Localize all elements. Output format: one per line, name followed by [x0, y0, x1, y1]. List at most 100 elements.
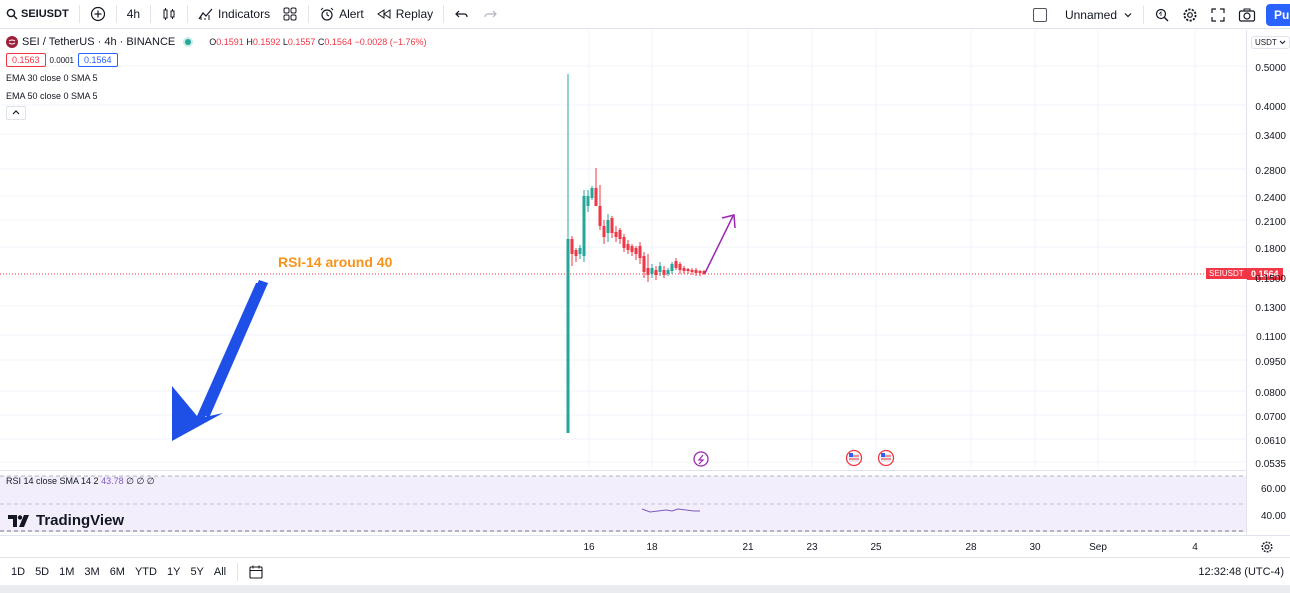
projection-arrow[interactable]	[704, 215, 734, 274]
range-button-6m[interactable]: 6M	[109, 565, 125, 578]
buy-sell-boxes: 0.1563 0.0001 0.1564	[6, 53, 427, 67]
range-button-1m[interactable]: 1M	[59, 565, 75, 578]
us-economic-event-icon[interactable]	[877, 449, 895, 467]
range-button-ytd[interactable]: YTD	[134, 565, 157, 578]
candle-body	[574, 250, 578, 256]
clock[interactable]: 12:32:48 (UTC-4)	[1198, 566, 1284, 578]
range-button-5y[interactable]: 5Y	[190, 565, 204, 578]
dividend-event-icon[interactable]	[693, 451, 709, 467]
candle-body	[582, 196, 586, 256]
candle-body	[566, 239, 570, 433]
candle-body	[578, 248, 582, 254]
interval-button[interactable]: 4h	[121, 0, 146, 29]
snapshot-button[interactable]	[1232, 0, 1262, 29]
price-axis-label: 0.0610	[1255, 436, 1286, 447]
divider	[150, 5, 152, 23]
time-axis-label: 25	[870, 542, 882, 553]
buy-price-button[interactable]: 0.1564	[78, 53, 118, 67]
price-axis-label: 0.2400	[1255, 193, 1286, 204]
price-axis-label: 0.5000	[1255, 63, 1286, 74]
symbol-search[interactable]: SEIUSDT	[0, 0, 75, 29]
divider	[78, 5, 80, 23]
candle-body	[674, 261, 678, 268]
ema-30-legend[interactable]: EMA 30 close 0 SMA 5	[6, 73, 98, 83]
main-chart-pane[interactable]: SEI / TetherUS · 4h · BINANCE O0.1591 H0…	[0, 30, 1246, 468]
layout-checkbox[interactable]	[1032, 7, 1047, 22]
alert-button[interactable]: Alert	[313, 0, 370, 29]
ema-50-legend[interactable]: EMA 50 close 0 SMA 5	[6, 91, 98, 101]
price-axis[interactable]: USDT SEIUSDT 0.1564 60.00 40.00 0.5000 0.…	[1206, 30, 1290, 535]
chart-legend: SEI / TetherUS · 4h · BINANCE O0.1591 H0…	[6, 36, 427, 120]
range-button-1y[interactable]: 1Y	[166, 565, 181, 578]
current-price-label: 0.1564	[1247, 268, 1283, 280]
goto-date-button[interactable]	[242, 557, 270, 586]
range-button-all[interactable]: All	[213, 565, 227, 578]
range-button-1d[interactable]: 1D	[11, 565, 26, 578]
calendar-icon	[249, 565, 263, 579]
settings-button[interactable]	[1176, 0, 1204, 29]
divider	[237, 562, 239, 581]
divider	[1143, 5, 1144, 24]
candle-body	[686, 269, 690, 271]
price-axis-label: 0.2100	[1255, 217, 1286, 228]
layout-name-button[interactable]: Unnamed	[1059, 0, 1139, 29]
rsi-annotation-text[interactable]: RSI-14 around 40	[278, 254, 393, 270]
publish-button[interactable]: Pu	[1266, 3, 1290, 26]
candle-body	[638, 246, 642, 258]
chevron-down-icon	[1124, 12, 1132, 17]
redo-button[interactable]	[476, 0, 504, 29]
indicators-button[interactable]: Indicators	[192, 0, 276, 29]
rsi-pane[interactable]: RSI 14 close SMA 14 2 43.78 ∅ ∅ ∅ Tradin…	[0, 470, 1246, 535]
top-toolbar: SEIUSDT 4h Indicators Alert Replay Unnam…	[0, 0, 1290, 29]
sell-price-button[interactable]: 0.1563	[6, 53, 46, 67]
range-button-5d[interactable]: 5D	[35, 565, 50, 578]
rsi-extra: ∅ ∅ ∅	[126, 476, 155, 486]
blue-arrow-annotation[interactable]	[172, 280, 268, 441]
candle-body	[614, 232, 618, 237]
price-axis-label: 0.0800	[1255, 388, 1286, 399]
candle-body	[594, 188, 598, 206]
redo-icon	[484, 10, 497, 18]
legend-title[interactable]: SEI / TetherUS · 4h · BINANCE	[22, 36, 176, 48]
spread-value: 0.0001	[49, 55, 74, 65]
price-axis-label: 0.0700	[1255, 412, 1286, 423]
currency-selector[interactable]: USDT	[1251, 36, 1290, 49]
fullscreen-button[interactable]	[1204, 0, 1232, 29]
divider	[308, 5, 310, 23]
candle-body	[626, 244, 630, 250]
interval-label: 4h	[126, 7, 141, 21]
tradingview-logo[interactable]: TradingView	[8, 512, 124, 529]
gear-icon[interactable]	[1260, 540, 1274, 554]
chart-type-button[interactable]	[155, 0, 183, 29]
chevron-down-icon	[1279, 40, 1286, 45]
replay-button[interactable]: Replay	[370, 0, 439, 29]
undo-button[interactable]	[448, 0, 476, 29]
candles-icon	[163, 8, 175, 20]
us-economic-event-icon[interactable]	[845, 449, 863, 467]
candle-body	[598, 206, 602, 226]
compare-button[interactable]	[84, 0, 112, 29]
price-chart[interactable]	[0, 30, 1246, 468]
candle-body	[586, 196, 590, 206]
alarm-clock-icon	[320, 7, 334, 21]
symbol-label: SEIUSDT	[21, 8, 69, 20]
time-axis-label: 18	[646, 542, 658, 553]
collapse-legend-button[interactable]	[6, 106, 26, 120]
sei-logo-icon	[6, 36, 18, 48]
add-circle-icon	[90, 6, 105, 22]
layouts-button[interactable]	[276, 0, 304, 29]
time-axis-label: 4	[1192, 542, 1198, 553]
quick-search-button[interactable]	[1148, 0, 1176, 29]
candle-body	[602, 226, 606, 237]
candle-body	[630, 246, 634, 252]
time-axis-label: Sep	[1089, 542, 1107, 553]
rsi-chart[interactable]	[0, 471, 1246, 536]
time-axis[interactable]: 16 18 21 23 25 28 30 Sep 4	[0, 535, 1290, 557]
price-axis-label: 0.0950	[1255, 357, 1286, 368]
range-button-3m[interactable]: 3M	[84, 565, 100, 578]
window-bottom-edge	[0, 585, 1290, 593]
grid-icon	[283, 7, 297, 21]
rsi-legend[interactable]: RSI 14 close SMA 14 2 43.78 ∅ ∅ ∅	[6, 476, 155, 486]
ohlc-values: O0.1591 H0.1592 L0.1557 C0.1564 −0.0028 …	[209, 37, 427, 47]
price-axis-label: 0.2800	[1255, 166, 1286, 177]
